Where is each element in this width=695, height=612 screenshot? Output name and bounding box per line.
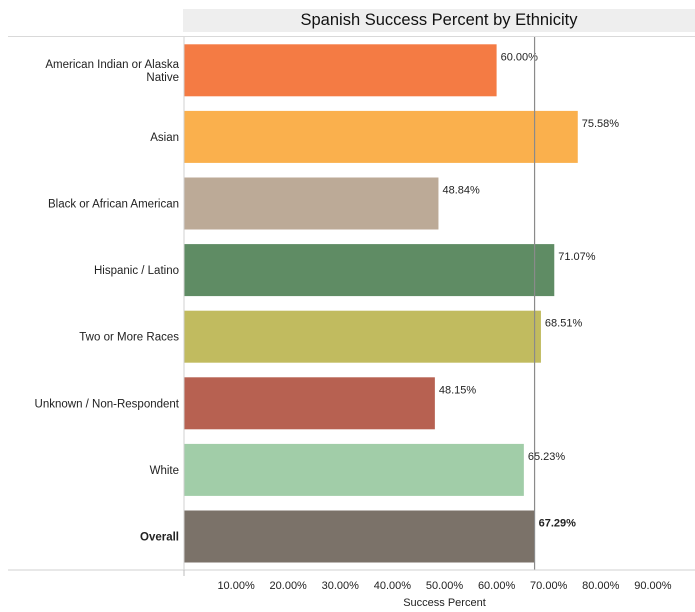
- x-tick-label: 80.00%: [582, 580, 620, 592]
- data-label: 65.23%: [528, 451, 566, 463]
- bar[interactable]: [184, 377, 435, 430]
- data-label: 68.51%: [545, 318, 583, 330]
- axis-layer: 10.00% 20.00% 30.00% 40.00% 50.00% 60.00% 70.0…: [8, 37, 695, 609]
- bar[interactable]: [184, 44, 497, 97]
- bars-layer: [184, 44, 578, 563]
- data-label: 60.00%: [501, 51, 539, 63]
- bar[interactable]: [184, 510, 535, 563]
- chart-title: Spanish Success Percent by Ethnicity: [183, 9, 695, 32]
- x-tick-label: 30.00%: [322, 580, 360, 592]
- category-label: Two or More Races: [79, 332, 179, 344]
- title-divider: [8, 36, 695, 37]
- x-tick-label: 70.00%: [530, 580, 568, 592]
- x-tick-label: 40.00%: [374, 580, 412, 592]
- category-label: Hispanic / Latino: [94, 265, 179, 277]
- x-axis-title: Success Percent: [403, 597, 486, 609]
- bar[interactable]: [184, 110, 578, 163]
- data-label: 75.58%: [582, 118, 620, 130]
- bar[interactable]: [184, 443, 524, 496]
- x-tick-label: 90.00%: [634, 580, 672, 592]
- data-label: 67.29%: [539, 518, 577, 530]
- data-label: 48.84%: [442, 185, 480, 197]
- category-label: American Indian or Alaska: [45, 59, 179, 71]
- bar[interactable]: [184, 244, 555, 297]
- x-tick-label: 60.00%: [478, 580, 516, 592]
- category-label: Asian: [150, 132, 179, 144]
- bar[interactable]: [184, 177, 439, 230]
- category-label: White: [150, 465, 179, 477]
- data-label: 48.15%: [439, 384, 477, 396]
- data-label: 71.07%: [558, 251, 596, 263]
- bar[interactable]: [184, 310, 541, 363]
- category-label: Native: [146, 72, 179, 84]
- x-tick-label: 10.00%: [217, 580, 255, 592]
- category-label: Overall: [140, 532, 179, 544]
- category-label: Black or African American: [48, 199, 179, 211]
- x-tick-label: 20.00%: [270, 580, 308, 592]
- category-label: Unknown / Non-Respondent: [35, 398, 180, 410]
- x-tick-label: 50.00%: [426, 580, 464, 592]
